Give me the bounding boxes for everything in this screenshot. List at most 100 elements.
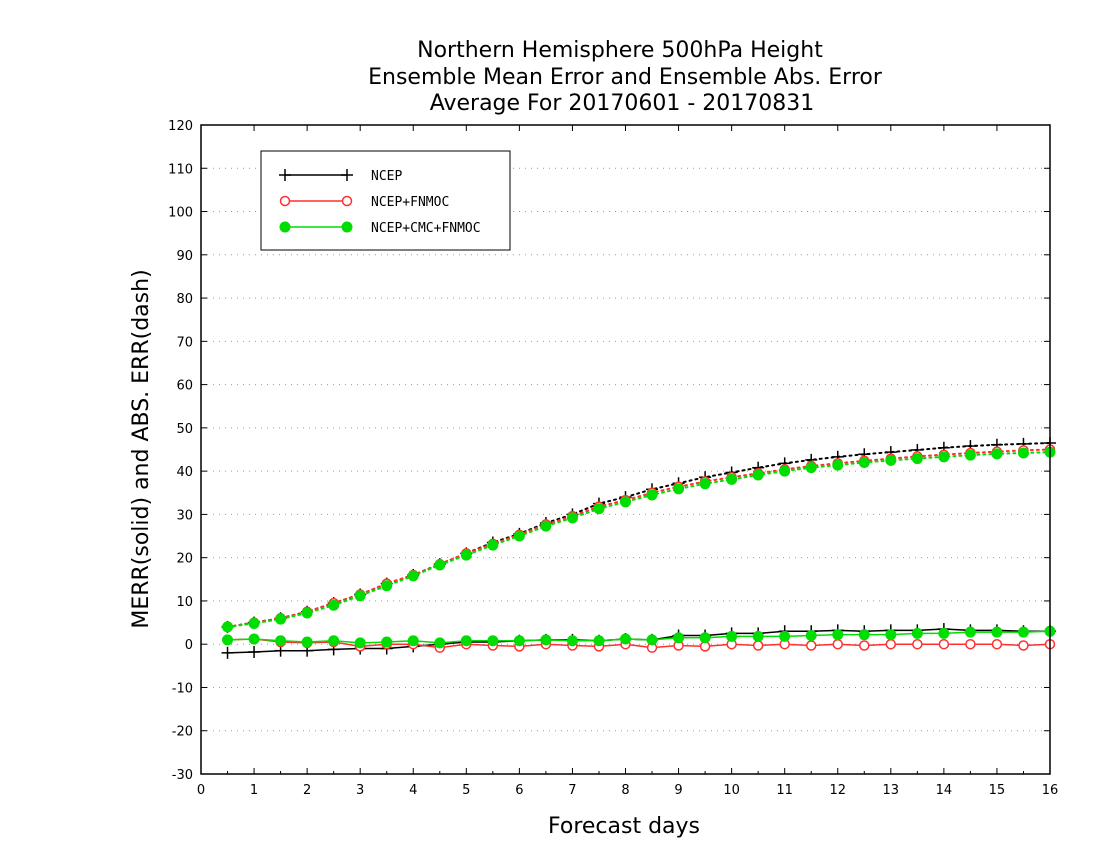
legend-item: NCEP+FNMOC xyxy=(279,195,449,210)
legend-marker-end xyxy=(341,195,353,207)
title-line-1: Northern Hemisphere 500hPa Height xyxy=(417,38,823,63)
abs-err-point xyxy=(885,454,897,466)
series-2 xyxy=(222,446,1056,649)
series-abs-err-line xyxy=(226,448,1051,628)
abs-err-point xyxy=(858,456,870,468)
x-tick-label: 8 xyxy=(621,783,629,798)
abs-err-point xyxy=(964,449,976,461)
abs-err-point xyxy=(301,607,313,619)
abs-err-point xyxy=(673,483,685,495)
legend-marker-end xyxy=(341,169,353,181)
merr-point xyxy=(566,635,578,647)
x-tick-label: 7 xyxy=(568,783,576,798)
x-tick-label: 10 xyxy=(723,783,740,798)
abs-err-point xyxy=(275,613,287,625)
abs-err-point xyxy=(1017,447,1029,459)
y-tick-label: 80 xyxy=(176,292,193,307)
abs-err-point xyxy=(540,520,552,532)
x-tick-label: 16 xyxy=(1042,783,1059,798)
merr-point xyxy=(911,627,923,639)
abs-err-point xyxy=(566,512,578,524)
merr-point xyxy=(1017,626,1029,638)
legend-marker-end xyxy=(341,221,353,233)
plot-frame xyxy=(200,124,1051,775)
abs-err-point xyxy=(328,599,340,611)
legend-marker-start xyxy=(279,169,291,181)
merr-point xyxy=(965,638,976,650)
merr-point xyxy=(354,637,366,649)
merr-point xyxy=(221,646,234,659)
abs-err-point xyxy=(381,580,393,592)
y-tick-label: 100 xyxy=(168,206,193,221)
series-merr-line xyxy=(227,628,1050,654)
merr-point xyxy=(832,629,844,641)
y-tick-label: -20 xyxy=(172,725,193,740)
abs-err-point xyxy=(779,465,791,477)
merr-point xyxy=(434,637,446,649)
y-tick-label: 110 xyxy=(168,162,193,177)
y-tick-label: 60 xyxy=(176,379,193,394)
abs-err-point xyxy=(460,549,472,561)
merr-point xyxy=(248,645,261,658)
merr-point xyxy=(513,635,525,647)
legend-label: NCEP+CMC+FNMOC xyxy=(371,221,481,236)
merr-point xyxy=(460,635,472,647)
abs-err-point xyxy=(752,469,764,481)
x-tick-label: 1 xyxy=(250,783,258,798)
legend-marker-start xyxy=(279,221,291,233)
legend-item: NCEP+CMC+FNMOC xyxy=(279,221,481,236)
y-tick-label: 30 xyxy=(176,508,193,523)
y-tick-label: 70 xyxy=(176,335,193,350)
merr-point xyxy=(248,633,260,645)
merr-point xyxy=(275,635,287,647)
y-axis-label: MERR(solid) and ABS. ERR(dash) xyxy=(129,269,154,628)
merr-point xyxy=(699,632,711,644)
merr-point xyxy=(407,635,419,647)
x-tick-label: 6 xyxy=(515,783,523,798)
abs-err-point xyxy=(407,570,419,582)
abs-err-point xyxy=(832,459,844,471)
y-tick-label: 90 xyxy=(176,249,193,264)
merr-point xyxy=(726,630,738,642)
legend-label: NCEP xyxy=(371,169,402,184)
merr-point xyxy=(646,634,658,646)
x-tick-label: 11 xyxy=(776,783,793,798)
merr-point xyxy=(938,627,950,639)
y-tick-label: 20 xyxy=(176,552,193,567)
abs-err-point xyxy=(938,451,950,463)
x-axis-label: Forecast days xyxy=(548,814,700,839)
series-merr-line xyxy=(227,630,1051,644)
merr-point xyxy=(752,630,764,642)
merr-point xyxy=(328,635,340,647)
merr-point xyxy=(540,634,552,646)
merr-point xyxy=(487,635,499,647)
merr-point xyxy=(381,636,393,648)
x-tick-label: 15 xyxy=(989,783,1006,798)
x-tick-label: 9 xyxy=(674,783,682,798)
x-tick-label: 5 xyxy=(462,783,470,798)
merr-point xyxy=(301,636,313,648)
merr-point xyxy=(964,626,976,638)
merr-point xyxy=(938,638,950,650)
chart-title: Northern Hemisphere 500hPa Height Ensemb… xyxy=(368,38,883,116)
y-tick-label: 40 xyxy=(176,465,193,480)
merr-point xyxy=(673,632,685,644)
merr-point xyxy=(699,641,711,652)
y-tick-label: 120 xyxy=(168,119,193,134)
series-abs-err-line xyxy=(226,451,1051,628)
x-tick-label: 13 xyxy=(883,783,900,798)
y-tick-label: 10 xyxy=(176,595,193,610)
merr-point xyxy=(752,640,764,651)
abs-err-point xyxy=(646,489,658,501)
legend-label: NCEP+FNMOC xyxy=(371,195,449,210)
series-group xyxy=(221,437,1056,659)
merr-point xyxy=(805,640,817,651)
x-tick-label: 0 xyxy=(197,783,205,798)
abs-err-point xyxy=(911,453,923,465)
y-tick-label: 50 xyxy=(176,422,193,437)
series-abs-err-line xyxy=(226,442,1051,628)
merr-point xyxy=(805,630,817,642)
x-tick-label: 2 xyxy=(303,783,311,798)
merr-point xyxy=(832,638,843,650)
